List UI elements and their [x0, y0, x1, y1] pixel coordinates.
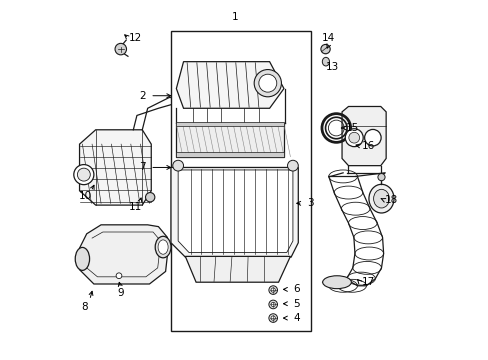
Text: 15: 15 — [345, 123, 358, 133]
Ellipse shape — [116, 273, 122, 279]
Text: 6: 6 — [293, 284, 299, 294]
Polygon shape — [80, 130, 151, 205]
Text: 13: 13 — [325, 62, 338, 72]
Ellipse shape — [172, 160, 183, 171]
Ellipse shape — [155, 236, 171, 258]
Ellipse shape — [115, 43, 126, 55]
Text: 9: 9 — [117, 288, 124, 298]
Ellipse shape — [345, 129, 363, 147]
Ellipse shape — [348, 132, 359, 143]
Ellipse shape — [377, 174, 384, 181]
Polygon shape — [185, 256, 290, 282]
Ellipse shape — [287, 160, 298, 171]
Ellipse shape — [254, 69, 281, 97]
Polygon shape — [171, 167, 298, 257]
Ellipse shape — [270, 288, 275, 292]
Ellipse shape — [74, 165, 94, 185]
Text: 10: 10 — [78, 191, 91, 201]
Ellipse shape — [77, 168, 90, 181]
Ellipse shape — [268, 300, 277, 309]
Text: 2: 2 — [139, 91, 145, 101]
Text: 4: 4 — [293, 313, 299, 323]
Ellipse shape — [368, 184, 393, 213]
Text: 5: 5 — [293, 299, 299, 309]
Polygon shape — [176, 62, 284, 108]
Bar — [176, 122, 284, 126]
Text: 11: 11 — [128, 202, 142, 212]
Polygon shape — [178, 170, 292, 252]
Ellipse shape — [322, 57, 329, 66]
Ellipse shape — [158, 240, 168, 254]
Ellipse shape — [270, 302, 275, 307]
Text: 14: 14 — [322, 33, 335, 43]
Polygon shape — [80, 225, 167, 284]
Text: 8: 8 — [81, 302, 88, 312]
Ellipse shape — [145, 193, 155, 202]
Bar — [176, 152, 284, 157]
Text: 1: 1 — [232, 12, 238, 22]
Text: 12: 12 — [128, 33, 142, 43]
Ellipse shape — [364, 130, 380, 146]
Ellipse shape — [268, 286, 277, 294]
Ellipse shape — [270, 316, 275, 320]
Text: 16: 16 — [361, 141, 374, 151]
Text: 18: 18 — [384, 195, 397, 205]
Ellipse shape — [320, 44, 329, 54]
Ellipse shape — [258, 74, 276, 92]
Ellipse shape — [322, 276, 351, 289]
Bar — [176, 125, 284, 157]
Ellipse shape — [373, 189, 388, 208]
Text: 7: 7 — [139, 162, 145, 172]
Bar — [171, 31, 310, 330]
Ellipse shape — [268, 314, 277, 322]
Text: 17: 17 — [361, 277, 374, 287]
Text: 3: 3 — [307, 198, 313, 208]
Polygon shape — [341, 107, 386, 166]
Ellipse shape — [75, 247, 89, 270]
